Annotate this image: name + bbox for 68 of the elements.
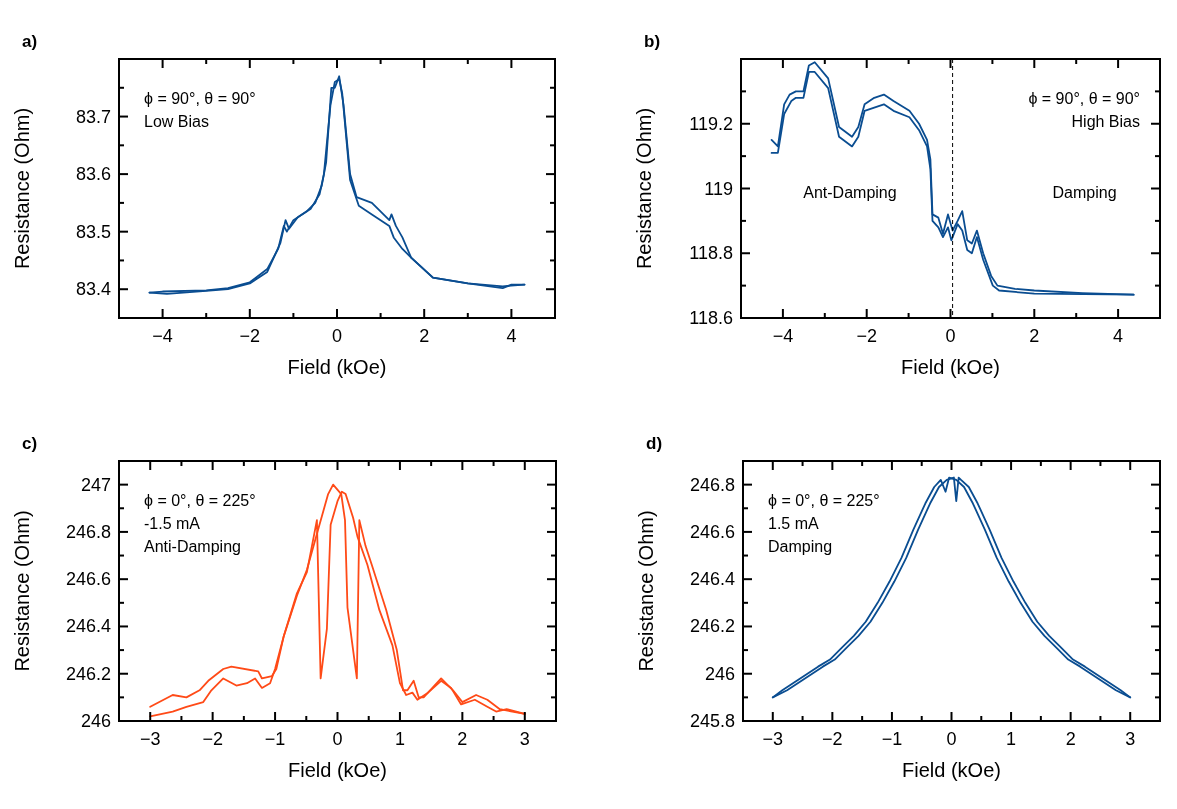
x-tick-label: 0 xyxy=(946,729,957,749)
y-tick-label: 247 xyxy=(80,474,111,495)
x-tick-label: −3 xyxy=(139,729,161,749)
x-tick-label: 1 xyxy=(1006,729,1017,749)
x-tick-label: −2 xyxy=(822,729,843,749)
y-tick-label: 246 xyxy=(704,663,735,684)
x-tick-label: −3 xyxy=(762,729,784,749)
y-tick-label: 246.2 xyxy=(65,663,111,684)
x-tick-label: 3 xyxy=(1125,729,1136,749)
x-tick-label: −4 xyxy=(152,326,173,346)
x-tick-label: 4 xyxy=(1113,326,1124,346)
x-tick-label: −2 xyxy=(202,729,223,749)
annotation: -1.5 mA xyxy=(144,515,201,532)
y-tick-label: 246.6 xyxy=(689,521,735,542)
y-tick-label: 119.2 xyxy=(689,113,733,134)
x-tick-label: −4 xyxy=(772,326,794,346)
chart-title: a) xyxy=(22,32,38,51)
y-tick-label: 246.2 xyxy=(689,616,735,637)
annotation: ϕ = 0°, θ = 225° xyxy=(144,492,256,509)
x-tick-label: −2 xyxy=(856,326,877,346)
x-axis-title: Field (kOe) xyxy=(902,759,1001,781)
y-tick-label: 119 xyxy=(704,178,733,199)
y-tick-label: 83.7 xyxy=(75,106,111,127)
annotation: Damping xyxy=(768,538,833,555)
y-axis-title: Resistance (Ohm) xyxy=(635,510,657,672)
chart-title: d) xyxy=(646,434,663,453)
annotation: 1.5 mA xyxy=(768,515,820,532)
annotation: Anti-Damping xyxy=(144,538,241,555)
x-tick-label: −1 xyxy=(264,729,286,749)
x-tick-label: 3 xyxy=(519,729,530,749)
annotation: Ant-Damping xyxy=(803,183,897,201)
annotation: Low Bias xyxy=(144,113,209,130)
y-tick-label: 83.6 xyxy=(75,164,111,185)
y-tick-label: 246.4 xyxy=(689,569,735,590)
x-axis-title: Field (kOe) xyxy=(901,356,1000,378)
x-tick-label: 2 xyxy=(419,326,430,346)
annotation: ϕ = 90°, θ = 90° xyxy=(1028,90,1140,107)
chart-title: c) xyxy=(22,434,38,453)
y-tick-label: 246.4 xyxy=(65,616,111,637)
y-tick-label: 83.5 xyxy=(75,221,111,242)
x-tick-label: −1 xyxy=(881,729,903,749)
annotation: Damping xyxy=(1052,183,1117,201)
x-tick-label: 0 xyxy=(332,729,343,749)
annotation: High Bias xyxy=(1071,113,1140,130)
y-tick-label: 246 xyxy=(80,711,111,731)
x-tick-label: 2 xyxy=(457,729,468,749)
chart-title: b) xyxy=(644,32,661,51)
x-tick-label: 1 xyxy=(394,729,405,749)
y-axis-title: Resistance (Ohm) xyxy=(11,107,33,270)
annotation: ϕ = 0°, θ = 225° xyxy=(768,492,880,509)
y-tick-label: 83.4 xyxy=(75,279,111,300)
y-tick-label: 246.6 xyxy=(65,569,111,590)
y-tick-label: 246.8 xyxy=(65,521,111,542)
x-tick-label: 0 xyxy=(331,326,343,346)
x-tick-label: 2 xyxy=(1065,729,1076,749)
x-axis-title: Field (kOe) xyxy=(287,356,387,378)
y-tick-label: 246.8 xyxy=(689,474,735,495)
x-tick-label: 2 xyxy=(1029,326,1040,346)
y-axis-title: Resistance (Ohm) xyxy=(11,510,33,672)
y-tick-label: 118.8 xyxy=(689,243,733,264)
x-axis-title: Field (kOe) xyxy=(288,759,387,781)
x-tick-label: 0 xyxy=(945,326,956,346)
y-tick-label: 118.6 xyxy=(689,308,733,328)
y-axis-title: Resistance (Ohm) xyxy=(633,107,655,270)
y-tick-label: 245.8 xyxy=(689,711,735,731)
x-tick-label: −2 xyxy=(239,326,261,346)
annotation: ϕ = 90°, θ = 90° xyxy=(144,90,256,107)
x-tick-label: 4 xyxy=(506,326,517,346)
